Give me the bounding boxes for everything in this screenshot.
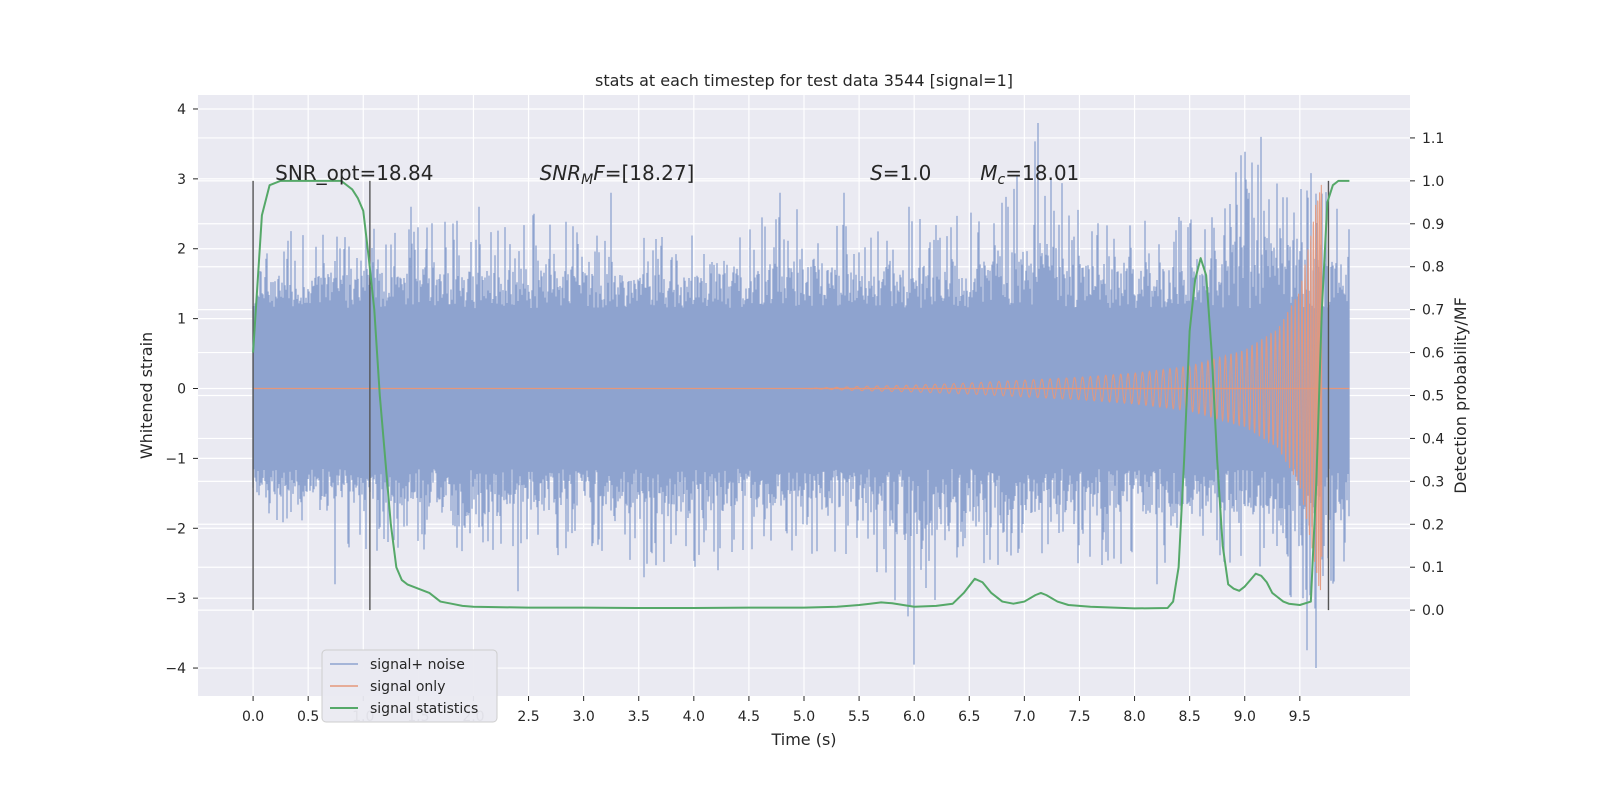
y-tick-label: 3 bbox=[177, 172, 186, 188]
y-tick-label: −4 bbox=[165, 661, 186, 677]
y-tick-label: −3 bbox=[165, 591, 186, 607]
y-right-tick-label: 0.3 bbox=[1422, 474, 1444, 490]
annotation-s-symbol: S bbox=[870, 161, 883, 185]
annotation-s: S=1.0 bbox=[870, 161, 931, 185]
annotation-snr-mf-value: =[18.27] bbox=[605, 161, 695, 185]
annotation-snr-mf-base: SNR bbox=[540, 161, 582, 185]
y-right-axis-label: Detection probability/MF bbox=[1451, 297, 1470, 494]
legend: signal+ noise signal only signal statist… bbox=[321, 649, 498, 723]
x-tick-label: 6.5 bbox=[958, 709, 980, 725]
x-tick-label: 7.5 bbox=[1068, 709, 1090, 725]
legend-label-signal-statistics: signal statistics bbox=[370, 701, 478, 717]
annotation-mc-sub: c bbox=[998, 172, 1006, 188]
x-tick-label: 0.0 bbox=[242, 709, 264, 725]
annotation-s-value: =1.0 bbox=[883, 161, 932, 185]
legend-box bbox=[321, 649, 498, 723]
x-axis-label: Time (s) bbox=[770, 730, 836, 749]
y-tick-label: 1 bbox=[177, 312, 186, 328]
y-right-tick-label: 0.6 bbox=[1422, 346, 1444, 362]
y-right-tick-label: 1.0 bbox=[1422, 174, 1444, 190]
y-right-tick-label: 0.9 bbox=[1422, 217, 1444, 233]
y-right-tick-label: 0.1 bbox=[1422, 560, 1444, 576]
x-tick-label: 8.0 bbox=[1123, 709, 1145, 725]
x-tick-label: 3.0 bbox=[573, 709, 595, 725]
y-right-tick-label: 0.0 bbox=[1422, 603, 1444, 619]
vertical-markers bbox=[252, 180, 1330, 611]
x-tick-label: 0.5 bbox=[297, 709, 319, 725]
signal-only-trace bbox=[804, 184, 1323, 591]
x-tick-label: 5.0 bbox=[793, 709, 815, 725]
annotation-mc-value: =18.01 bbox=[1005, 161, 1079, 185]
y-tick-label: −2 bbox=[165, 521, 186, 537]
legend-label-signal-plus-noise: signal+ noise bbox=[370, 657, 465, 673]
y-right-tick-label: 1.1 bbox=[1422, 131, 1444, 147]
x-tick-label: 5.5 bbox=[848, 709, 870, 725]
annotation-snr-opt: SNR_opt=18.84 bbox=[275, 161, 433, 185]
x-tick-label: 9.5 bbox=[1289, 709, 1311, 725]
signal-only-series bbox=[253, 184, 1350, 591]
x-tick-label: 3.5 bbox=[628, 709, 650, 725]
x-tick-label: 4.0 bbox=[683, 709, 705, 725]
annotation-snr-mf-sub: M bbox=[581, 172, 593, 188]
annotation-mc-symbol: M bbox=[980, 161, 997, 185]
y-right-tick-label: 0.4 bbox=[1422, 431, 1444, 447]
y-right-tick-label: 0.5 bbox=[1422, 389, 1444, 405]
signal-statistics-trace bbox=[252, 179, 1350, 610]
y-tick-label: −1 bbox=[165, 451, 186, 467]
x-tick-label: 7.0 bbox=[1013, 709, 1035, 725]
x-tick-label: 2.5 bbox=[517, 709, 539, 725]
signal-statistics-series bbox=[252, 179, 1350, 610]
y-tick-label: 2 bbox=[177, 242, 186, 258]
y-axis-label: Whitened strain bbox=[137, 332, 156, 459]
y-tick-label: 4 bbox=[177, 102, 186, 118]
annotation-mc: Mc=18.01 bbox=[980, 161, 1079, 188]
x-tick-label: 4.5 bbox=[738, 709, 760, 725]
y-tick-label: 0 bbox=[177, 382, 186, 398]
chart-title: stats at each timestep for test data 354… bbox=[595, 71, 1013, 90]
annotation-snr-mf: SNRMF=[18.27] bbox=[540, 161, 695, 188]
y-right-tick-label: 0.7 bbox=[1422, 303, 1444, 319]
y-right-tick-label: 0.8 bbox=[1422, 260, 1444, 276]
x-tick-label: 8.5 bbox=[1179, 709, 1201, 725]
x-tick-label: 6.0 bbox=[903, 709, 925, 725]
legend-label-signal-only: signal only bbox=[370, 679, 445, 695]
annotation-snr-mf-rest: F bbox=[593, 161, 605, 185]
y-right-tick-label: 0.2 bbox=[1422, 517, 1444, 533]
x-tick-label: 9.0 bbox=[1234, 709, 1256, 725]
